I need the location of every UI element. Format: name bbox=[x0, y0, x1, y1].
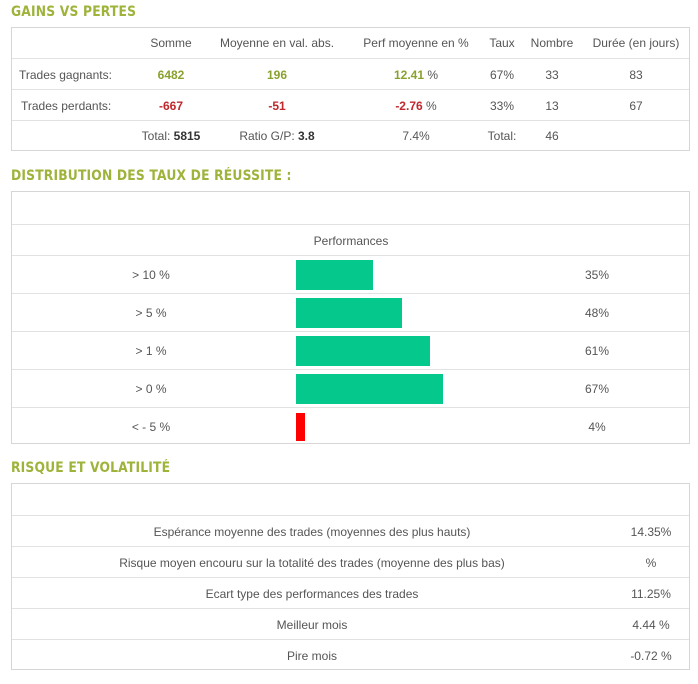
distribution-bar bbox=[296, 259, 373, 290]
risque-row-label: Risque moyen encouru sur la totalité des… bbox=[119, 555, 505, 570]
risque-blank-row bbox=[12, 484, 689, 515]
distribution-row-label: > 5 % bbox=[135, 305, 167, 320]
distribution-row-percent: 35% bbox=[584, 267, 610, 282]
header-moyenne: Moyenne en val. abs. bbox=[219, 36, 335, 50]
distribution-row: > 0 % 67% bbox=[12, 369, 689, 407]
risque-row: Ecart type des performances des trades 11… bbox=[12, 577, 689, 609]
distribution-bar bbox=[296, 373, 443, 404]
risque-heading: RISQUE ET VOLATILITÉ bbox=[11, 460, 171, 476]
distribution-bar bbox=[296, 412, 305, 441]
distribution-row-percent: 61% bbox=[584, 343, 610, 358]
total-label: Total: bbox=[141, 129, 174, 143]
risque-row: Meilleur mois 4.44 % bbox=[12, 608, 689, 640]
distribution-row-percent: 67% bbox=[584, 381, 610, 396]
distribution-row-percent: 48% bbox=[584, 305, 610, 320]
header-nombre: Nombre bbox=[530, 36, 574, 50]
distribution-heading: DISTRIBUTION DES TAUX DE RÉUSSITE : bbox=[11, 168, 292, 184]
risque-row: Espérance moyenne des trades (moyennes d… bbox=[12, 515, 689, 547]
losing-label: Trades perdants: bbox=[21, 98, 112, 113]
losing-moyenne: -51 bbox=[268, 98, 286, 113]
ratio-label: Ratio G/P: bbox=[239, 129, 298, 143]
winning-perf: 12.41 % bbox=[344, 59, 488, 90]
header-duree: Durée (en jours) bbox=[592, 36, 680, 50]
winning-nombre: 33 bbox=[545, 67, 559, 82]
distribution-row: > 1 % 61% bbox=[12, 331, 689, 369]
distribution-row-label: < - 5 % bbox=[131, 419, 171, 434]
distribution-row-percent: 4% bbox=[588, 419, 606, 434]
distribution-row: > 5 % 48% bbox=[12, 293, 689, 331]
winning-moyenne: 196 bbox=[266, 67, 288, 82]
header-taux: Taux bbox=[489, 36, 515, 50]
distribution-header-row: Performances bbox=[12, 224, 689, 256]
distribution-bar bbox=[296, 335, 430, 366]
losing-perf-unit: % bbox=[422, 98, 437, 113]
winning-taux: 67% bbox=[489, 67, 515, 82]
winning-perf-unit: % bbox=[424, 67, 439, 82]
risque-row-label: Ecart type des performances des trades bbox=[205, 586, 419, 601]
winning-trades-row: Trades gagnants: 6482 196 12.41 % 67% 33… bbox=[12, 58, 689, 90]
ratio-value: 3.8 bbox=[298, 129, 315, 143]
losing-somme: -667 bbox=[158, 98, 184, 113]
risque-row-value: 11.25% bbox=[631, 586, 671, 601]
losing-perf: -2.76 % bbox=[344, 90, 488, 121]
distribution-row: > 10 % 35% bbox=[12, 255, 689, 293]
gains-vs-pertes-table: Somme Moyenne en val. abs. Perf moyenne … bbox=[11, 27, 690, 151]
risque-table: Espérance moyenne des trades (moyennes d… bbox=[11, 483, 690, 670]
total-value: 5815 bbox=[173, 129, 201, 143]
distribution-bar-track bbox=[296, 294, 516, 331]
losing-nombre: 13 bbox=[545, 98, 559, 113]
risque-row-value: -0.72 % bbox=[630, 648, 672, 663]
total-nombre: 46 bbox=[545, 129, 559, 143]
distribution-table: Performances > 10 % 35% > 5 % 48% > 1 % 61% > … bbox=[11, 191, 690, 444]
totals-row: Total: 5815 Ratio G/P: 3.8 7.4% Total: 4… bbox=[12, 120, 689, 151]
distribution-blank-row bbox=[12, 192, 689, 224]
distribution-bar-track bbox=[296, 332, 516, 369]
losing-trades-row: Trades perdants: -667 -51 -2.76 % 33% 13… bbox=[12, 89, 689, 121]
gains-vs-pertes-heading: GAINS VS PERTES bbox=[11, 4, 137, 20]
losing-duree: 67 bbox=[629, 98, 643, 113]
ratio-gp: Ratio G/P: 3.8 bbox=[210, 121, 344, 151]
risque-row-label: Pire mois bbox=[286, 648, 337, 663]
winning-label: Trades gagnants: bbox=[19, 67, 112, 82]
winning-perf-value: 12.41 bbox=[393, 67, 424, 82]
risque-row-value: % bbox=[645, 555, 657, 570]
total2-label: Total: bbox=[487, 129, 517, 143]
winning-somme: 6482 bbox=[157, 67, 185, 82]
distribution-bar-track bbox=[296, 408, 516, 445]
distribution-row-label: > 0 % bbox=[135, 381, 167, 396]
distribution-bar-track bbox=[296, 370, 516, 407]
risque-row-label: Meilleur mois bbox=[276, 617, 348, 632]
performances-header: Performances bbox=[313, 233, 389, 248]
risque-row: Pire mois -0.72 % bbox=[12, 639, 689, 671]
distribution-row-label: > 1 % bbox=[135, 343, 167, 358]
distribution-bar bbox=[296, 297, 402, 328]
header-somme: Somme bbox=[150, 36, 192, 50]
losing-perf-value: -2.76 bbox=[395, 98, 423, 113]
risque-row: Risque moyen encouru sur la totalité des… bbox=[12, 546, 689, 578]
total-somme: Total: 5815 bbox=[132, 121, 210, 151]
risque-row-value: 14.35% bbox=[630, 524, 672, 539]
winning-duree: 83 bbox=[629, 67, 643, 82]
risque-row-label: Espérance moyenne des trades (moyennes d… bbox=[153, 524, 471, 539]
distribution-bar-track bbox=[296, 256, 516, 293]
distribution-row: < - 5 % 4% bbox=[12, 407, 689, 445]
total-perf: 7.4% bbox=[402, 129, 430, 143]
losing-taux: 33% bbox=[489, 98, 515, 113]
header-perf: Perf moyenne en % bbox=[363, 36, 469, 50]
table-header-row: Somme Moyenne en val. abs. Perf moyenne … bbox=[12, 28, 689, 58]
risque-row-value: 4.44 % bbox=[632, 617, 670, 632]
distribution-row-label: > 10 % bbox=[132, 267, 170, 282]
